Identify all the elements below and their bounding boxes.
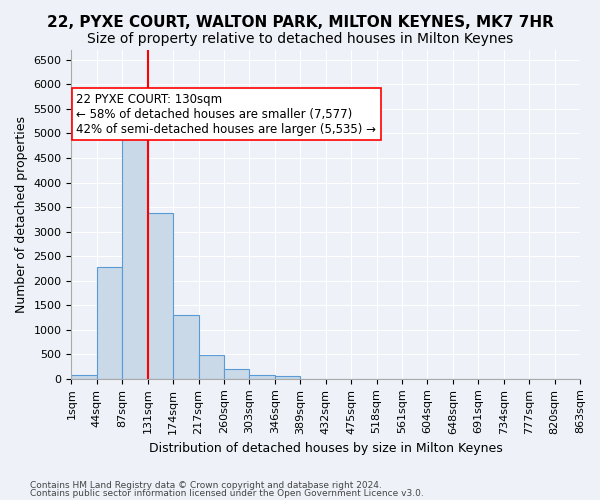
Text: Size of property relative to detached houses in Milton Keynes: Size of property relative to detached ho… (87, 32, 513, 46)
Bar (148, 214, 173, 379)
Text: 22, PYXE COURT, WALTON PARK, MILTON KEYNES, MK7 7HR: 22, PYXE COURT, WALTON PARK, MILTON KEYN… (47, 15, 553, 30)
Bar (71, 375, 97, 379)
Bar (275, 376, 300, 379)
Text: Contains HM Land Registry data © Crown copyright and database right 2024.: Contains HM Land Registry data © Crown c… (30, 481, 382, 490)
X-axis label: Distribution of detached houses by size in Milton Keynes: Distribution of detached houses by size … (149, 442, 503, 455)
Text: 22 PYXE COURT: 130sqm
← 58% of detached houses are smaller (7,577)
42% of semi-d: 22 PYXE COURT: 130sqm ← 58% of detached … (76, 92, 376, 136)
Bar (97, 267, 122, 379)
Text: Contains public sector information licensed under the Open Government Licence v3: Contains public sector information licen… (30, 488, 424, 498)
Y-axis label: Number of detached properties: Number of detached properties (15, 116, 28, 313)
Bar (224, 370, 250, 379)
Bar (173, 314, 199, 379)
Bar (250, 375, 275, 379)
Bar (122, 114, 148, 379)
Bar (199, 355, 224, 379)
